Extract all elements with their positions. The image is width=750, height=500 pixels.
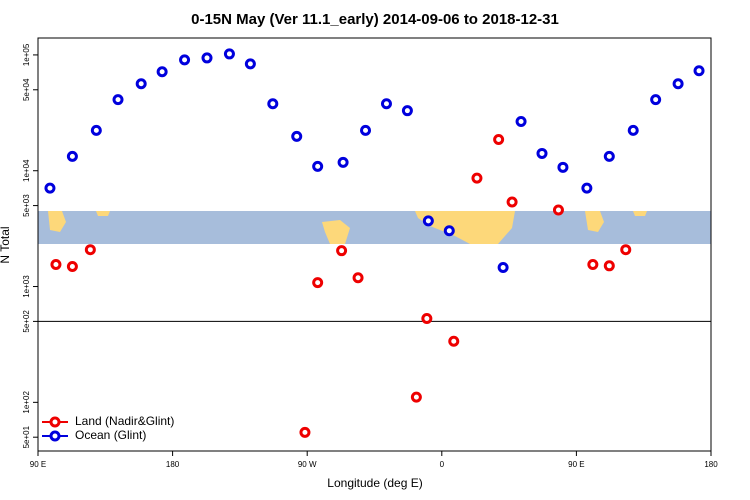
point [581,182,593,194]
point [156,66,168,78]
point [66,260,78,272]
y-tick-label: 5e+02 [22,310,31,333]
point [135,78,147,90]
point [536,147,548,159]
point [497,261,509,273]
point [650,94,662,106]
y-tick-label: 1e+04 [22,159,31,182]
point [421,312,433,324]
point [603,260,615,272]
point [410,391,422,403]
point [201,52,213,64]
legend-label: Ocean (Glint) [75,428,146,442]
point [66,150,78,162]
chart-title: 0-15N May (Ver 11.1_early) 2014-09-06 to… [191,11,559,28]
point [336,245,348,257]
y-tick-label: 1e+05 [22,43,31,66]
point [443,225,455,237]
plot-frame [37,37,712,452]
legend: Land (Nadir&Glint)Ocean (Glint) [42,414,174,442]
point [693,65,705,77]
point [515,116,527,128]
y-tick-label: 1e+03 [22,275,31,298]
point [44,182,56,194]
point [90,124,102,136]
point [380,98,392,110]
point [552,204,564,216]
point [223,48,235,60]
y-tick-label: 5e+03 [22,194,31,217]
x-tick-label: 90 W [298,460,317,469]
point [422,215,434,227]
point [299,426,311,438]
point [471,172,483,184]
point [627,124,639,136]
point [557,161,569,173]
point [672,78,684,90]
y-tick-label: 5e+01 [22,425,31,448]
point [50,258,62,270]
point [493,134,505,146]
x-tick-label: 90 E [568,460,584,469]
point [401,105,413,117]
x-tick-label: 90 E [30,460,46,469]
point [603,150,615,162]
x-tick-label: 0 [440,460,445,469]
point [360,124,372,136]
legend-label: Land (Nadir&Glint) [75,414,174,428]
y-tick-label: 5e+04 [22,78,31,101]
point [620,244,632,256]
legend-marker [49,430,61,442]
point [506,196,518,208]
point [312,277,324,289]
point [291,130,303,142]
point [84,244,96,256]
x-tick-label: 180 [166,460,180,469]
point [112,94,124,106]
point [448,335,460,347]
point [587,258,599,270]
point [337,156,349,168]
x-tick-label: 180 [704,460,718,469]
point [352,272,364,284]
y-axis-label: N Total [0,226,12,263]
point [244,58,256,70]
point [267,98,279,110]
legend-marker [49,416,61,428]
x-axis-label: Longitude (deg E) [327,476,422,490]
y-tick-label: 1e+02 [22,391,31,414]
point [312,160,324,172]
point [179,54,191,66]
map-band [38,211,711,244]
